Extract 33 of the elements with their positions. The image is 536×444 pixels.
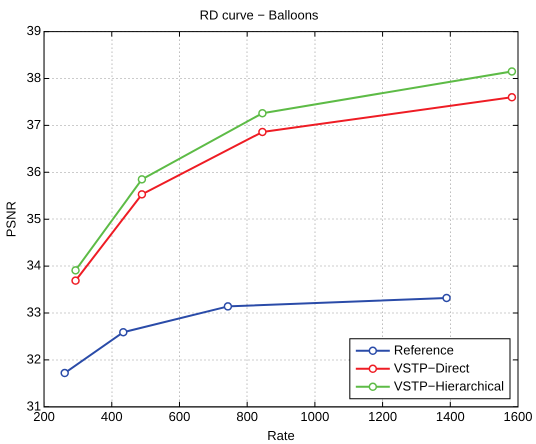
y-tick-label: 33 [26, 304, 42, 320]
y-axis-title: PSNR [3, 201, 18, 238]
y-tick-label: 32 [26, 351, 42, 366]
point [119, 328, 128, 336]
point [71, 266, 80, 275]
x-tick-label: 800 [236, 409, 258, 424]
y-tick-label: 34 [26, 258, 42, 273]
legend-label: VSTP−Direct [394, 360, 470, 376]
legend-label: VSTP−Hierarchical [394, 378, 504, 394]
point [71, 276, 80, 285]
point [138, 175, 146, 184]
x-axis-title: Rate [267, 428, 295, 443]
x-tick-label: 1600 [504, 409, 532, 424]
chart-title: RD curve − Balloons [200, 7, 319, 22]
point [442, 294, 451, 302]
point [224, 302, 232, 311]
y-tick-label: 38 [26, 70, 42, 86]
y-tick-label: 36 [26, 164, 42, 179]
y-tick-label: 35 [26, 210, 42, 226]
y-tick-label: 39 [26, 23, 42, 38]
x-tick-label: 1200 [368, 409, 398, 424]
point [138, 190, 146, 199]
point [258, 108, 267, 118]
x-tick-label: 600 [168, 409, 190, 424]
legend-label: Reference [394, 342, 454, 358]
x-tick-label: 1400 [436, 409, 465, 424]
point [508, 67, 516, 76]
point [258, 128, 267, 136]
y-tick-label: 37 [26, 116, 42, 132]
point [508, 93, 516, 102]
x-tick-label: 400 [100, 409, 123, 424]
x-tick-label: 1000 [300, 409, 330, 424]
point [60, 368, 69, 378]
